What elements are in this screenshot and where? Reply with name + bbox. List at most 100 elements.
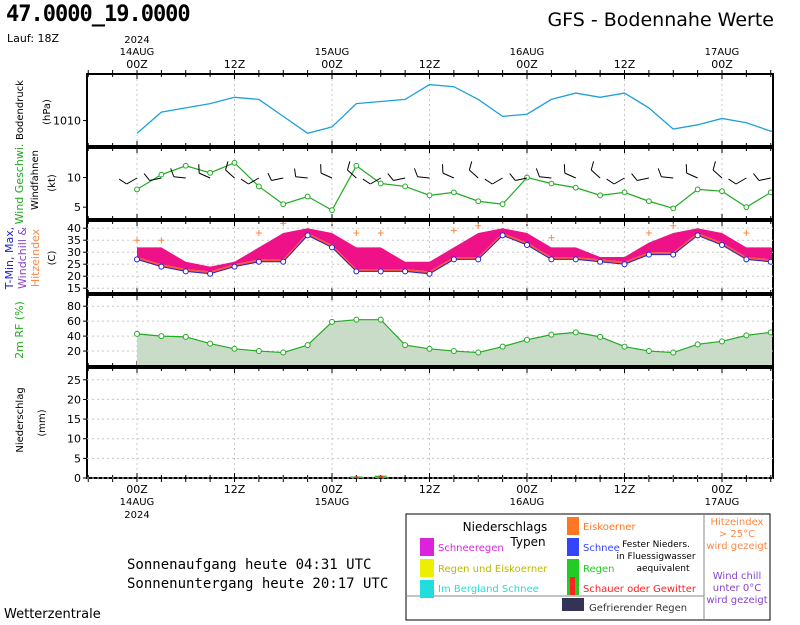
legend-chill-c: wird gezeigt — [706, 595, 767, 606]
heat-index-marker — [743, 230, 750, 236]
wind-speed-point — [499, 201, 506, 208]
wind-barb — [413, 168, 430, 179]
wind-speed-axis-label: Wind Geschwi. — [13, 144, 26, 225]
swatch-regen-eis — [420, 559, 434, 577]
wind-barb-staff — [442, 172, 455, 179]
wind-barb — [294, 168, 308, 179]
wind-speed-point — [280, 201, 287, 208]
wind-barb-staff — [149, 177, 162, 181]
wind-barb-staff — [295, 176, 308, 179]
y-tick-label: 25 — [67, 374, 81, 387]
rh-point — [134, 330, 140, 337]
y-tick-label: 30 — [67, 246, 81, 259]
tmin-point — [524, 242, 530, 248]
tmin-point — [134, 256, 140, 263]
wind-barb-staff — [735, 177, 747, 185]
model-run-label: Lauf: 18Z — [7, 32, 60, 45]
wind-barb-feather — [320, 164, 322, 174]
wind-barb-staff — [686, 172, 698, 179]
wind-barb-feather — [198, 164, 200, 174]
chart-title: GFS - Bodennahe Werte — [547, 9, 774, 31]
wind-barb-staff — [637, 177, 649, 181]
heat-index-marker — [353, 230, 360, 236]
date-label-bottom: 17AUG — [705, 497, 740, 508]
legend-gefrierender: Gefrierender Regen — [589, 603, 687, 614]
pressure-line — [136, 83, 772, 134]
hour-label-bottom: 12Z — [419, 483, 441, 496]
legend-frame — [405, 513, 771, 621]
tmin-point — [255, 258, 262, 265]
y-tick-label: 60 — [67, 315, 81, 328]
tmin-point — [182, 268, 189, 275]
rh-point — [475, 349, 482, 356]
wind-barb-feather — [143, 173, 151, 181]
heat-index-marker — [331, 222, 333, 224]
hour-label-top: 12Z — [224, 58, 246, 71]
tmin-point — [280, 258, 287, 265]
wind-barb-feather — [728, 178, 737, 185]
rh-point — [793, 335, 798, 340]
wind-barb-staff — [271, 177, 284, 181]
wind-barb-feather — [413, 168, 419, 177]
wind-barb — [267, 172, 284, 181]
wind-barb-staff — [661, 176, 674, 179]
y-tick-label: 0 — [74, 472, 81, 485]
rh-point — [255, 348, 262, 355]
heat-index-marker — [377, 230, 384, 236]
heat-index-marker — [307, 222, 309, 224]
wind-barb-feather — [712, 161, 716, 171]
wind-barb-staff — [515, 177, 528, 181]
heat-index-marker — [280, 222, 287, 227]
date-label-top: 16AUG — [510, 47, 545, 58]
rh-point — [450, 348, 457, 355]
wind-barb — [631, 173, 649, 181]
tmin-point — [645, 251, 652, 258]
swatch-schauer — [570, 577, 575, 595]
tmin-point — [353, 268, 360, 275]
wind-speed-point — [670, 205, 677, 212]
tmin-point — [329, 244, 335, 251]
wind-barb-feather — [118, 178, 127, 185]
heat-index-marker — [134, 237, 140, 244]
temp-axis-label-c: Hitzeindex — [29, 228, 42, 287]
swatch-schnee — [567, 538, 579, 556]
wind-barb-feather — [631, 173, 638, 181]
y-tick-label: 5 — [74, 201, 81, 214]
legend-fester-b: in Fluessigwasser — [616, 552, 695, 562]
wind-barb — [346, 161, 357, 179]
tmin-point — [719, 242, 725, 248]
wind-barb — [118, 177, 138, 185]
wind-speed-point — [450, 189, 457, 196]
rh-point — [572, 329, 579, 336]
wind-barb-feather — [267, 172, 272, 181]
legend-chill-a: Wind chill — [713, 571, 761, 582]
wind-speed-point — [524, 174, 530, 181]
hour-label-top: 12Z — [419, 58, 441, 71]
wind-barb-feather — [240, 178, 249, 185]
tmin-point — [207, 270, 214, 277]
y-tick-label: 10 — [67, 172, 81, 185]
hour-label-bottom: 00Z — [711, 483, 733, 496]
rh-point — [670, 349, 677, 356]
rh-point — [548, 331, 555, 338]
wind-barb-staff — [564, 172, 576, 179]
wind-speed-point — [645, 198, 652, 205]
wind-barb-feather — [362, 178, 371, 185]
year-label-top: 2024 — [124, 35, 149, 46]
tmin-point — [426, 270, 433, 277]
swatch-bergland — [420, 580, 434, 598]
wind-barb-feather — [753, 173, 760, 181]
wind-barb — [320, 164, 333, 179]
wind-barb — [563, 164, 576, 179]
swatch-regen — [567, 559, 579, 577]
wind-speed-point — [597, 192, 604, 199]
hour-label-bottom: 00Z — [321, 483, 343, 496]
wind-barb-staff — [320, 172, 333, 179]
wind-barb-axis-label: Windfahnen — [30, 150, 41, 210]
wind-barb — [509, 173, 528, 181]
heat-index-marker — [670, 222, 677, 229]
hour-label-top: 00Z — [126, 58, 148, 71]
wind-speed-point — [793, 199, 798, 204]
wind-barb-feather — [606, 178, 615, 185]
wind-barb-staff — [491, 177, 503, 185]
